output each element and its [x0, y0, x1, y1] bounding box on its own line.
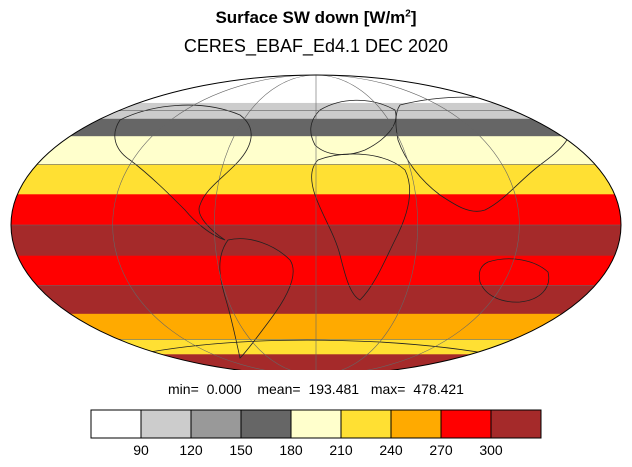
- colorbar-swatch: [90, 409, 142, 439]
- colorbar-swatch: [390, 409, 442, 439]
- stats-line: min= 0.000 mean= 193.481 max= 478.421: [168, 381, 464, 397]
- colorbar-swatch: [490, 409, 542, 439]
- north-america-outline: [114, 104, 252, 241]
- map-subtitle: CERES_EBAF_Ed4.1 DEC 2020: [183, 36, 449, 56]
- colorbar-swatch: [190, 409, 242, 439]
- colorbar-swatch: [140, 409, 192, 439]
- colorbar-swatch: [340, 409, 392, 439]
- map-border: [10, 74, 622, 370]
- longitude-line: [112, 75, 520, 370]
- antarctica-outline: [149, 339, 501, 357]
- colorbar-tick-label: 300: [479, 442, 503, 458]
- colorbar-tick-label: 270: [429, 442, 453, 458]
- australia-outline: [478, 258, 550, 303]
- colorbar-tick-label: 120: [179, 442, 203, 458]
- colorbar-tick-label: 90: [133, 442, 149, 458]
- graticule: [11, 75, 621, 370]
- colorbar-swatch: [240, 409, 292, 439]
- europe-outline: [310, 99, 397, 155]
- colorbar-tick-label: 240: [379, 442, 403, 458]
- map-title: Surface SW down [W/m2]: [215, 8, 417, 27]
- colorbar-tick-label: 210: [329, 442, 353, 458]
- africa-outline: [311, 153, 411, 301]
- colorbar-swatch: [290, 409, 342, 439]
- mollweide-map: [10, 74, 622, 370]
- colorbar-swatch: [440, 409, 492, 439]
- colorbar-tick-label: 180: [279, 442, 303, 458]
- colorbar-tick-label: 150: [229, 442, 253, 458]
- longitude-line: [214, 75, 418, 370]
